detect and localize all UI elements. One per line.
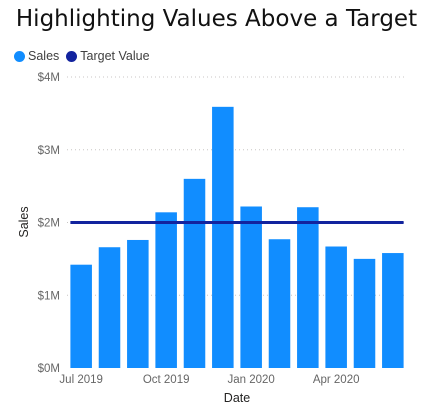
- legend-label-target-value: Target Value: [80, 49, 150, 63]
- bar-2019-08[interactable]: [98, 247, 121, 368]
- bar-2019-12[interactable]: [212, 106, 234, 368]
- legend-marker-target-value: [66, 50, 78, 62]
- bar-2020-02[interactable]: [268, 239, 291, 368]
- bar-2019-07[interactable]: [70, 264, 92, 368]
- chart-title: Highlighting Values Above a Target: [15, 6, 418, 32]
- sales-bars: [70, 106, 404, 368]
- legend-item-target-value[interactable]: Target Value: [66, 49, 150, 63]
- bar-2020-06[interactable]: [382, 253, 404, 368]
- y-axis-title: Sales: [17, 206, 31, 237]
- legend-marker-sales: [14, 50, 25, 62]
- legend-label-sales: Sales: [28, 49, 60, 63]
- x-tick-label: Jul 2019: [59, 374, 102, 386]
- y-tick-label: $4M: [38, 72, 60, 84]
- x-axis-title: Date: [224, 391, 250, 405]
- bar-2020-03[interactable]: [297, 207, 319, 368]
- bar-2020-05[interactable]: [353, 258, 376, 368]
- x-tick-label: Oct 2019: [143, 374, 190, 386]
- bar-2019-11[interactable]: [183, 178, 206, 368]
- x-tick-label: Apr 2020: [313, 374, 360, 386]
- bar-2019-10[interactable]: [155, 212, 177, 368]
- x-axis-ticks: Jul 2019 Oct 2019 Jan 2020 Apr 2020: [59, 374, 359, 386]
- legend-item-sales[interactable]: Sales: [14, 49, 59, 63]
- y-tick-label: $2M: [38, 218, 60, 230]
- y-tick-label: $0M: [38, 363, 60, 375]
- y-tick-label: $1M: [38, 290, 60, 302]
- y-tick-label: $3M: [38, 145, 60, 157]
- y-axis-ticks: $0M $1M $2M $3M $4M: [38, 72, 60, 375]
- bar-2019-09[interactable]: [127, 239, 149, 368]
- bar-2020-04[interactable]: [325, 246, 347, 368]
- chart-legend: Sales Target Value: [14, 47, 157, 65]
- x-tick-label: Jan 2020: [228, 374, 275, 386]
- bar-2020-01[interactable]: [240, 206, 262, 368]
